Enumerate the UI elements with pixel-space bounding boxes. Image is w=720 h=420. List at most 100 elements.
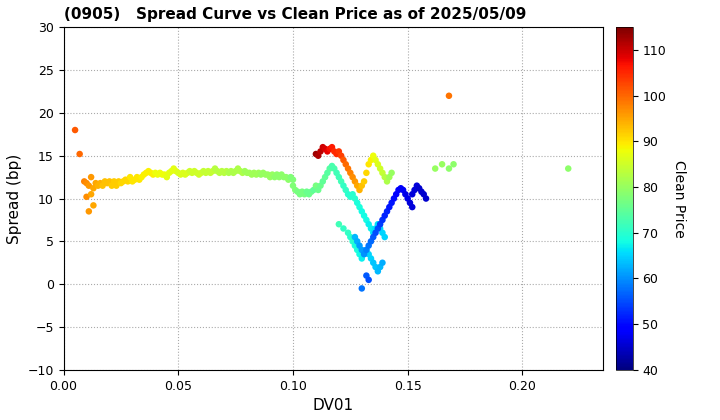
Point: [204, 170, 216, 176]
Point: [94, 180, 106, 186]
Point: [218, 170, 230, 176]
Point: [140, 170, 152, 176]
Point: [372, 225, 384, 232]
Point: [168, 165, 179, 172]
Point: [310, 151, 322, 158]
Point: [361, 217, 372, 223]
Point: [179, 171, 191, 178]
Point: [210, 165, 221, 172]
Point: [78, 178, 90, 185]
Point: [356, 182, 367, 189]
Point: [317, 144, 328, 150]
Point: [354, 186, 365, 193]
Point: [372, 221, 384, 228]
Point: [127, 178, 138, 185]
Point: [359, 251, 370, 257]
Point: [402, 195, 413, 202]
Point: [166, 168, 177, 174]
Point: [411, 182, 423, 189]
Point: [83, 182, 94, 189]
Point: [312, 186, 324, 193]
Point: [102, 180, 113, 186]
Point: [289, 186, 301, 193]
Point: [359, 212, 370, 219]
Point: [241, 170, 253, 176]
Point: [372, 161, 384, 168]
Point: [333, 174, 345, 181]
Point: [404, 200, 415, 206]
X-axis label: DV01: DV01: [312, 398, 354, 413]
Point: [377, 217, 388, 223]
Point: [377, 260, 388, 266]
Point: [349, 178, 361, 185]
Point: [377, 170, 388, 176]
Point: [363, 221, 374, 228]
Point: [328, 165, 340, 172]
Point: [374, 221, 386, 228]
Point: [354, 242, 365, 249]
Point: [99, 178, 111, 185]
Point: [345, 170, 356, 176]
Point: [125, 174, 136, 181]
Point: [294, 191, 305, 197]
Point: [186, 170, 198, 176]
Point: [365, 238, 377, 245]
Point: [285, 174, 297, 181]
Point: [145, 170, 156, 176]
Point: [312, 152, 324, 159]
Point: [382, 208, 393, 215]
Point: [361, 247, 372, 253]
Point: [379, 234, 390, 240]
Point: [255, 171, 266, 178]
Point: [392, 186, 404, 193]
Point: [413, 185, 425, 192]
Point: [336, 178, 347, 185]
Point: [86, 191, 97, 197]
Point: [407, 204, 418, 210]
Point: [322, 170, 333, 176]
Point: [374, 225, 386, 232]
Point: [342, 165, 354, 172]
Point: [88, 202, 99, 209]
Point: [310, 182, 322, 189]
Point: [345, 194, 356, 200]
Point: [74, 151, 86, 158]
Point: [367, 260, 379, 266]
Point: [361, 247, 372, 253]
Point: [386, 170, 397, 176]
Point: [354, 204, 365, 210]
Point: [232, 165, 243, 172]
Point: [367, 229, 379, 236]
Point: [104, 178, 115, 185]
Point: [359, 251, 370, 257]
Point: [154, 170, 166, 176]
Point: [397, 186, 409, 193]
Point: [287, 176, 299, 183]
Point: [115, 180, 127, 186]
Point: [173, 170, 184, 176]
Point: [363, 161, 374, 168]
Point: [248, 170, 260, 176]
Point: [361, 170, 372, 176]
Point: [258, 170, 269, 176]
Point: [361, 272, 372, 279]
Point: [354, 251, 365, 257]
Point: [122, 178, 134, 185]
Point: [198, 168, 210, 174]
Point: [395, 185, 407, 192]
Point: [345, 234, 356, 240]
Point: [315, 148, 326, 155]
Point: [138, 171, 150, 178]
Point: [407, 191, 418, 197]
Point: [117, 178, 129, 185]
Point: [193, 171, 204, 178]
Point: [367, 152, 379, 159]
Point: [156, 171, 168, 178]
Point: [308, 186, 320, 193]
Point: [365, 157, 377, 163]
Y-axis label: Spread (bp): Spread (bp): [7, 153, 22, 244]
Point: [328, 148, 340, 155]
Point: [287, 182, 299, 189]
Point: [386, 200, 397, 206]
Point: [276, 171, 287, 178]
